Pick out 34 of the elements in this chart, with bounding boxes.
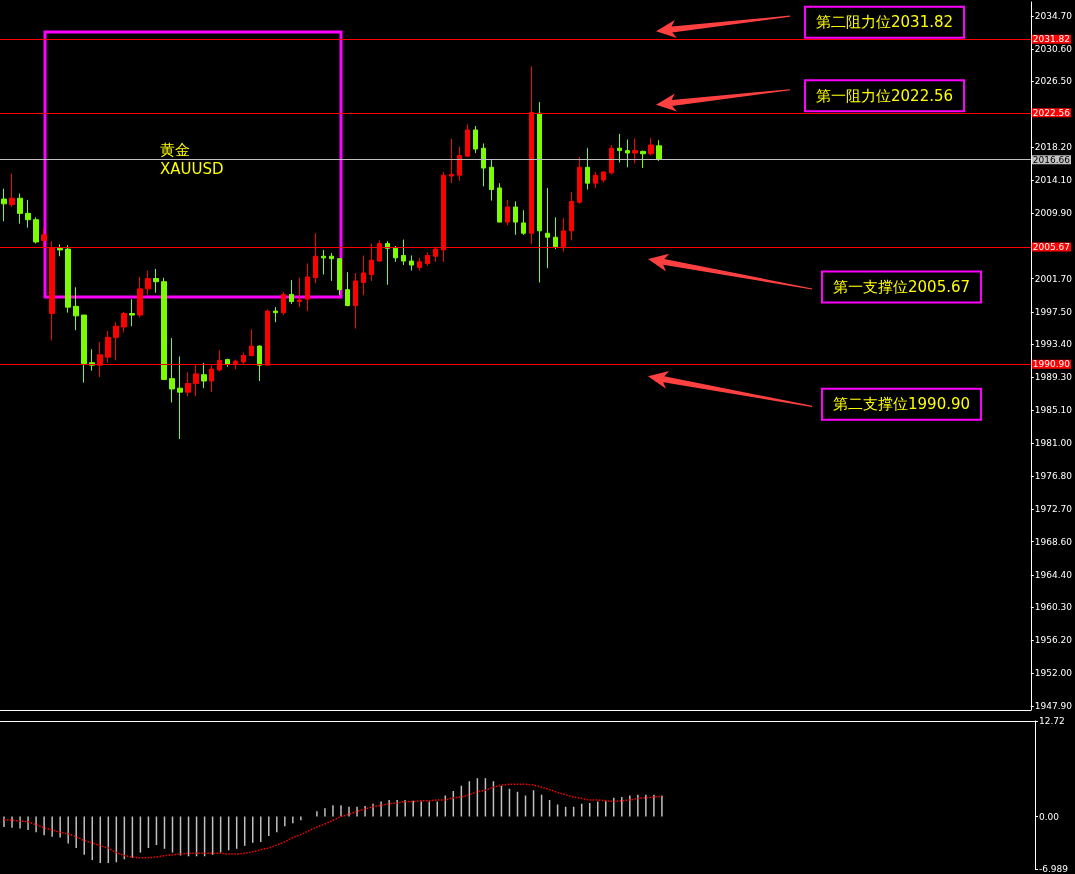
y-tick-label: 1993.40 — [1034, 339, 1073, 350]
y-tick-label: 1952.00 — [1034, 668, 1073, 679]
y-tick-label: 1956.20 — [1034, 635, 1073, 646]
y-tick-label: 2014.10 — [1034, 174, 1073, 185]
y-tick-label: 1976.80 — [1034, 471, 1073, 482]
y-tick-label: 12.72 — [1039, 716, 1065, 726]
y-tick-label: 0.00 — [1039, 811, 1060, 822]
y-tick-label: 2030.60 — [1034, 43, 1073, 54]
y-tick-label: 1985.10 — [1034, 405, 1073, 416]
y-tick-label: 1981.00 — [1034, 438, 1073, 449]
y-tick-label: 2026.50 — [1034, 76, 1073, 87]
ref-line-label: 2022.56 — [1032, 107, 1071, 118]
y-tick-label: 1947.90 — [1034, 701, 1073, 712]
ref-line-label: 2005.67 — [1032, 241, 1070, 252]
ref-line-label: 2031.82 — [1032, 34, 1070, 45]
y-tick-label: 1972.70 — [1034, 503, 1073, 514]
y-tick-label: 1960.30 — [1034, 602, 1073, 613]
annotation: 第一阻力位2022.56 — [816, 86, 954, 105]
annotation: 第二阻力位2031.82 — [816, 13, 954, 32]
y-tick-label: 1968.60 — [1034, 536, 1073, 547]
y-tick-label: 1964.40 — [1034, 569, 1073, 580]
annotation: 第一支撑位2005.67 — [833, 277, 971, 296]
y-tick-label: 2001.70 — [1034, 273, 1073, 284]
y-tick-label: -6.989 — [1039, 864, 1069, 874]
text: XAUUSD — [160, 159, 224, 178]
annotation: 第二支撑位1990.90 — [833, 395, 971, 414]
text: 黄金 — [160, 140, 190, 159]
y-tick-label: 1989.30 — [1034, 372, 1073, 383]
ref-line-label: 1990.90 — [1032, 359, 1071, 370]
y-tick-label: 2009.90 — [1034, 208, 1073, 219]
y-tick-label: 2034.70 — [1034, 11, 1073, 22]
y-tick-label: 1997.50 — [1034, 306, 1073, 317]
ref-line-label: 2016.66 — [1032, 154, 1071, 165]
y-tick-label: 2018.20 — [1034, 142, 1073, 153]
